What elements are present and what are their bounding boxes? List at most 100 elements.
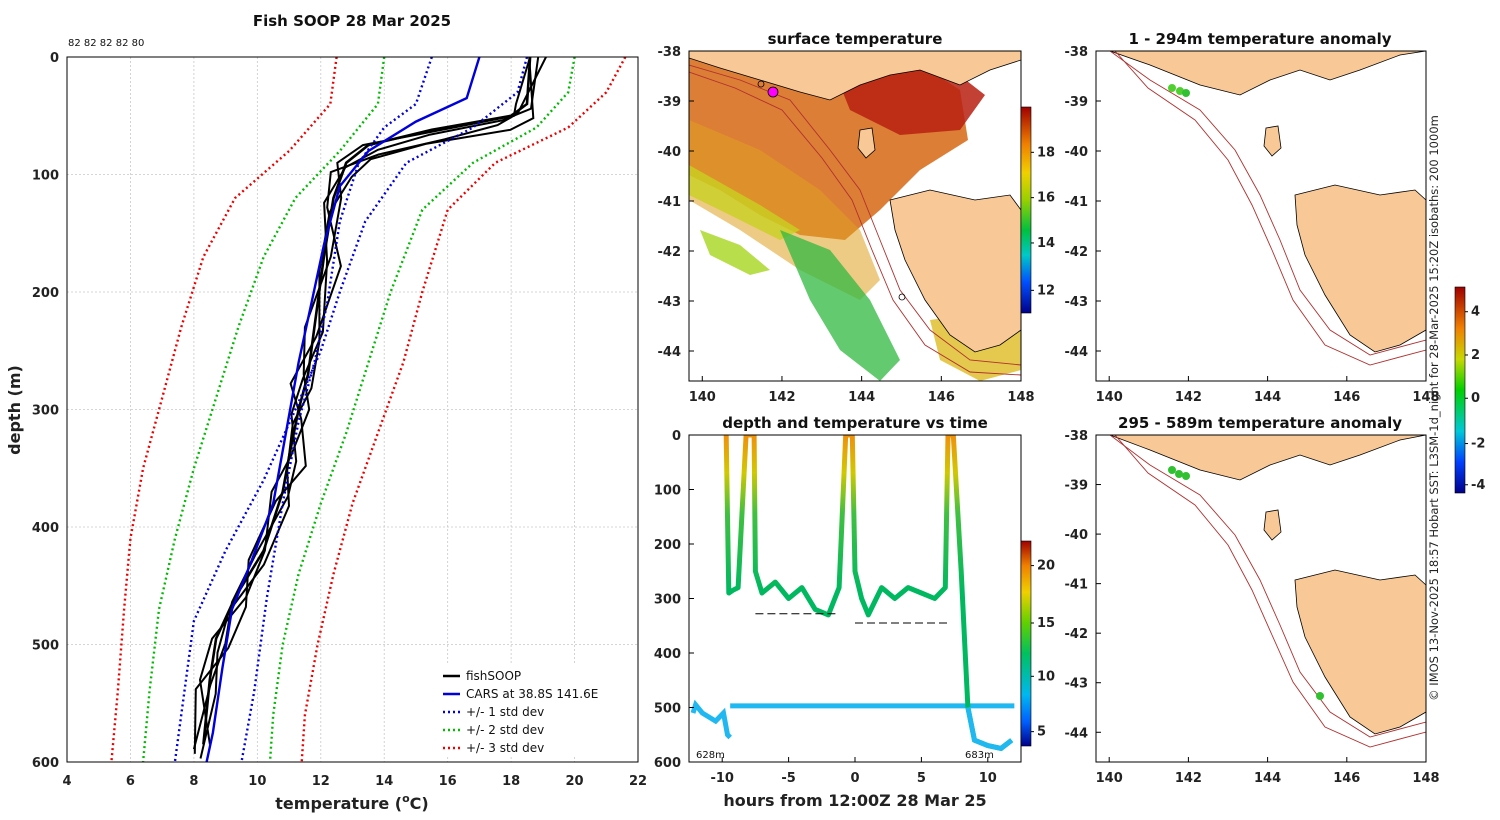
map-lon-tick: 148 [1412, 390, 1439, 405]
map-lat-tick: -41 [1065, 195, 1089, 210]
anomaly-bottom-tasmania [1294, 569, 1426, 735]
profile-x-tick: 12 [312, 774, 330, 789]
anomaly-bottom-map [1096, 435, 1426, 748]
colorbar-tick: 4 [1471, 305, 1480, 320]
map-lat-tick: -44 [1065, 345, 1089, 360]
profile-x-label-end: C) [410, 794, 429, 813]
anomaly-top-map [1096, 51, 1426, 366]
profile-panel: Fish SOOP 28 Mar 2025 82 82 82 82 80 4 6 8… [5, 12, 647, 813]
profile-x-tick: 16 [439, 774, 457, 789]
colorbar-tick: -4 [1471, 478, 1485, 493]
anomaly-bottom-isobath-1000 [1114, 435, 1426, 748]
anomaly-bottom-mainland [1096, 435, 1426, 481]
anomaly-bottom-marker [1182, 472, 1190, 480]
profile-series-fishsoop-cast [193, 57, 547, 754]
profile-y-tick: 500 [32, 639, 59, 654]
anomaly-top-tasmania [1294, 184, 1426, 353]
map-lat-tick: -40 [1065, 528, 1089, 543]
timeseries-y-tick: 600 [654, 756, 681, 771]
colorbar-tick: 5 [1037, 725, 1046, 740]
legend-label: +/- 2 std dev [466, 723, 544, 737]
map-lat-tick: -43 [658, 295, 682, 310]
sst-colorbar-ticks: 12 14 16 18 [1031, 145, 1055, 298]
sst-map-panel: surface temperature 140 142 144 146 148 -38 -3… [658, 30, 1056, 405]
profile-x-label-sup: o [402, 792, 410, 805]
timeseries-bottom-trace-end [965, 707, 1014, 752]
profile-y-tick: 0 [50, 51, 59, 66]
profile-y-label: depth (m) [5, 365, 24, 455]
map-lat-tick: -38 [1065, 429, 1089, 444]
map-lat-tick: -38 [658, 45, 682, 60]
sst-tasmania [889, 189, 1021, 353]
sst-mainland [689, 51, 1021, 101]
timeseries-plot [690, 435, 1015, 752]
anomaly-colorbar [1454, 286, 1466, 494]
timeseries-y-tick: 0 [672, 429, 681, 444]
sst-map-content [689, 51, 1021, 381]
anomaly-top-marker [1182, 89, 1190, 97]
colorbar-tick: 2 [1471, 348, 1480, 363]
sst-port-marker-south [898, 293, 906, 301]
profile-x-tick: 14 [375, 774, 393, 789]
anomaly-bottom-title: 295 - 589m temperature anomaly [1118, 414, 1402, 432]
map-lat-tick: -39 [1065, 95, 1089, 110]
profile-ticks: 4 6 8 10 12 14 16 18 20 22 0 100 200 300 400 500 600 [32, 51, 647, 789]
map-lon-tick: 140 [1096, 390, 1123, 405]
colorbar-tick: 14 [1037, 236, 1055, 251]
timeseries-x-tick: 10 [979, 771, 997, 786]
colorbar-tick: -2 [1471, 437, 1485, 452]
anomaly-top-mainland [1096, 51, 1426, 96]
sst-isobath-1000 [689, 71, 1021, 376]
map-lat-tick: -42 [1065, 627, 1089, 642]
timeseries-y-tick: 500 [654, 702, 681, 717]
profile-series-fishsoop-cast [192, 57, 540, 750]
map-lon-tick: 148 [1412, 771, 1439, 786]
anomaly-colorbar-ticks: -4 -2 0 2 4 [1465, 305, 1485, 493]
map-lon-tick: 142 [768, 390, 795, 405]
anomaly-bottom-king-island [1263, 509, 1282, 541]
map-lon-tick: 142 [1175, 771, 1202, 786]
colorbar-tick: 10 [1037, 669, 1055, 684]
profile-x-tick: 8 [189, 774, 198, 789]
colorbar-tick: 12 [1037, 283, 1055, 298]
map-lon-tick: 146 [1333, 390, 1360, 405]
profile-x-tick: 6 [126, 774, 135, 789]
legend-label: CARS at 38.8S 141.6E [466, 687, 598, 701]
map-lon-tick: 144 [1254, 771, 1281, 786]
map-lat-tick: -43 [1065, 295, 1089, 310]
sst-colorbar [1020, 106, 1032, 314]
legend-label: fishSOOP [466, 669, 521, 683]
profile-legend: fishSOOP CARS at 38.8S 141.6E +/- 1 std de… [436, 663, 632, 756]
map-lat-tick: -42 [658, 245, 682, 260]
timeseries-y-tick: 400 [654, 647, 681, 662]
map-lat-tick: -44 [1065, 726, 1089, 741]
map-lon-tick: 144 [1254, 390, 1281, 405]
timeseries-y-tick: 300 [654, 593, 681, 608]
anomaly-bottom-marker [1168, 466, 1176, 474]
anomaly-bottom-panel: 295 - 589m temperature anomaly 140 142 144… [1065, 414, 1440, 786]
profile-y-tick: 200 [32, 286, 59, 301]
profile-x-tick: 18 [502, 774, 520, 789]
colorbar-tick: 20 [1037, 559, 1055, 574]
map-lat-tick: -43 [1065, 677, 1089, 692]
legend-label: +/- 3 std dev [466, 741, 544, 755]
timeseries-fishing-track [723, 435, 1014, 751]
profile-y-tick: 100 [32, 169, 59, 184]
anomaly-bottom-ticks: 140 142 144 146 148 -38 -39 -40 -41 -42 -43 -44 [1065, 429, 1440, 786]
timeseries-colorbar-ticks: 5 10 15 20 [1031, 559, 1055, 740]
anomaly-bottom-frame [1095, 434, 1427, 763]
profile-lines [110, 57, 627, 762]
timeseries-y-tick: 100 [654, 484, 681, 499]
anomaly-top-marker [1168, 84, 1176, 92]
map-lon-tick: 148 [1007, 390, 1034, 405]
profile-x-tick: 10 [248, 774, 266, 789]
sst-ticks: 140 142 144 146 148 -38 -39 -40 -41 -42 -43 -44 [658, 45, 1035, 405]
sst-vessel-marker [767, 86, 779, 98]
profile-series-fishsoop [202, 57, 532, 745]
anomaly-top-king-island [1263, 125, 1282, 157]
side-caption: © IMOS 13-Nov-2025 18:57 Hobart SST: L3S… [1427, 115, 1441, 701]
timeseries-colorbar [1020, 540, 1032, 747]
timeseries-title: depth and temperature vs time [722, 414, 988, 432]
anomaly-bottom-marker [1316, 692, 1324, 700]
